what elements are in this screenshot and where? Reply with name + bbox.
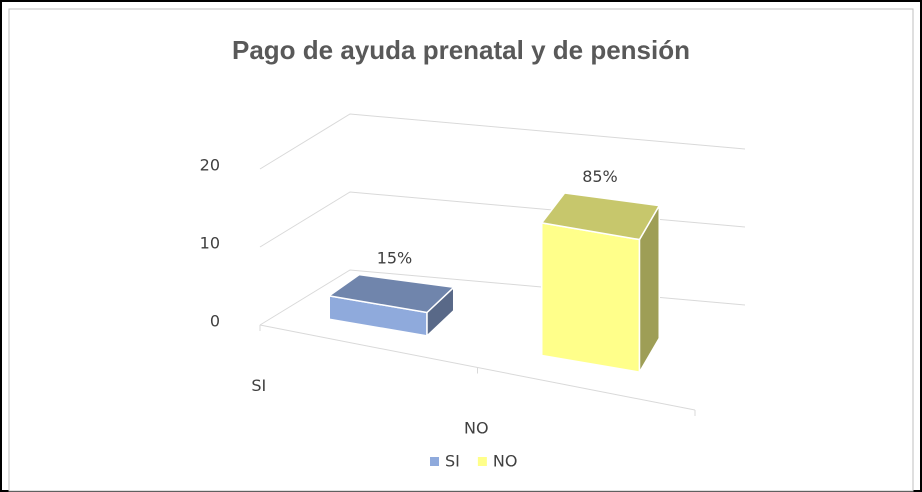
x-tick-label: NO [464,418,489,437]
bar-top [540,192,661,241]
y-tick-label: 20 [200,156,220,175]
chart-frame [8,8,914,492]
legend-label: NO [493,452,518,471]
legend-label: SI [445,452,460,471]
legend-swatch [477,457,487,466]
legend-swatch [430,457,439,466]
bar-front [541,221,641,374]
bar-top [327,273,456,314]
data-label: 15% [377,248,413,267]
x-tick-label: SI [251,376,266,395]
data-label: 85% [582,167,618,186]
chart-title: Pago de ayuda prenatal y de pensión [232,35,690,65]
grid-line [259,113,746,170]
y-tick-label: 0 [210,312,220,331]
y-tick-label: 10 [200,234,220,253]
